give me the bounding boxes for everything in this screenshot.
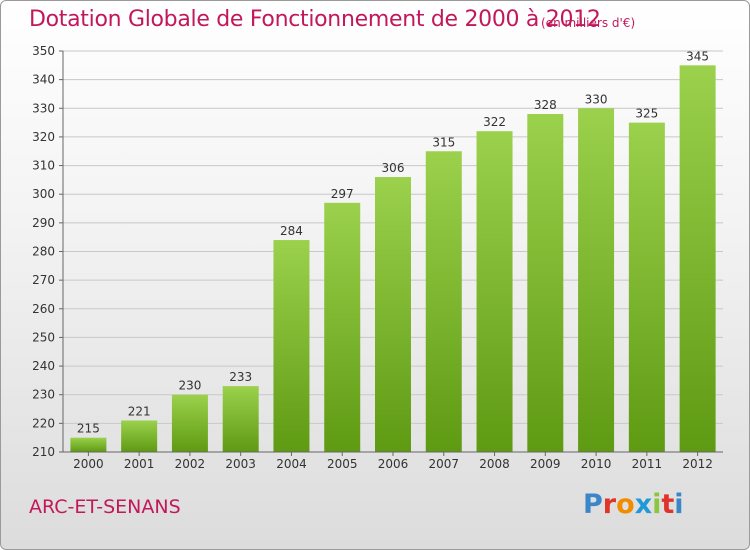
x-tick-label: 2004 bbox=[276, 457, 307, 471]
logo-letter: o bbox=[616, 489, 635, 520]
bar bbox=[375, 177, 411, 452]
bar-value-label: 221 bbox=[128, 404, 151, 418]
bar-value-label: 230 bbox=[178, 379, 201, 393]
x-tick-label: 2007 bbox=[428, 457, 459, 471]
bar-value-label: 315 bbox=[432, 135, 455, 149]
town-name: ARC-ET-SENANS bbox=[29, 496, 181, 518]
bar-value-label: 284 bbox=[280, 224, 303, 238]
bar bbox=[222, 386, 259, 452]
y-tick-label: 210 bbox=[32, 445, 55, 459]
y-tick-label: 240 bbox=[32, 359, 55, 373]
bar-value-label: 330 bbox=[585, 92, 608, 106]
chart-subtitle: (en milliers d'€) bbox=[541, 16, 636, 30]
bar-value-label: 306 bbox=[382, 161, 405, 175]
y-tick-label: 310 bbox=[32, 159, 55, 173]
bar bbox=[324, 202, 361, 452]
bar bbox=[425, 151, 462, 452]
x-tick-label: 2003 bbox=[225, 457, 256, 471]
bar-value-label: 297 bbox=[331, 187, 354, 201]
x-tick-label: 2002 bbox=[175, 457, 206, 471]
bar bbox=[476, 131, 513, 452]
y-tick-label: 260 bbox=[32, 302, 55, 316]
logo-letter: i bbox=[674, 489, 684, 520]
logo-letter: t bbox=[661, 489, 675, 520]
bar bbox=[578, 108, 615, 453]
y-tick-label: 350 bbox=[32, 44, 55, 58]
bar-value-label: 328 bbox=[534, 98, 557, 112]
logo-letter: r bbox=[602, 489, 617, 520]
bar bbox=[679, 65, 716, 453]
y-tick-label: 300 bbox=[32, 187, 55, 201]
y-tick-label: 270 bbox=[32, 273, 55, 287]
bar bbox=[121, 420, 158, 452]
proxiti-logo: Proxiti bbox=[583, 489, 684, 520]
x-tick-label: 2000 bbox=[73, 457, 104, 471]
logo-letter: x bbox=[634, 489, 653, 520]
y-tick-label: 330 bbox=[32, 101, 55, 115]
y-tick-label: 250 bbox=[32, 330, 55, 344]
x-tick-label: 2012 bbox=[682, 457, 713, 471]
x-tick-label: 2009 bbox=[530, 457, 561, 471]
y-axis: 210 220 230 240 250 260 270 280 290 300 310 320 330 3… bbox=[32, 44, 64, 459]
bar bbox=[70, 437, 107, 452]
bar-value-label: 322 bbox=[483, 115, 506, 129]
bar bbox=[171, 394, 208, 452]
bar-value-label: 345 bbox=[686, 49, 709, 63]
x-tick-label: 2005 bbox=[327, 457, 358, 471]
x-tick-label: 2008 bbox=[479, 457, 510, 471]
bar bbox=[273, 240, 310, 452]
bar bbox=[628, 122, 665, 452]
x-tick-label: 2006 bbox=[378, 457, 409, 471]
y-tick-label: 230 bbox=[32, 388, 55, 402]
bar-value-label: 325 bbox=[635, 107, 658, 121]
x-tick-label: 2010 bbox=[581, 457, 612, 471]
y-tick-label: 320 bbox=[32, 130, 55, 144]
x-tick-label: 2001 bbox=[124, 457, 155, 471]
bar-value-label: 233 bbox=[229, 370, 252, 384]
bars: 215 221 230 233 284 297 306 315 322 328 330 325 345 bbox=[70, 49, 716, 453]
chart-title: Dotation Globale de Fonctionnement de 20… bbox=[29, 7, 601, 32]
logo-letter: i bbox=[652, 489, 662, 520]
x-axis: 2000 2001 2002 2003 2004 2005 2006 2007 2008 2009… bbox=[63, 451, 723, 471]
y-tick-label: 290 bbox=[32, 216, 55, 230]
bar bbox=[527, 114, 564, 452]
x-tick-label: 2011 bbox=[632, 457, 663, 471]
logo-letter: P bbox=[583, 489, 603, 520]
y-tick-label: 340 bbox=[32, 73, 55, 87]
y-tick-label: 280 bbox=[32, 245, 55, 259]
y-tick-label: 220 bbox=[32, 416, 55, 430]
bar-value-label: 215 bbox=[77, 422, 100, 436]
